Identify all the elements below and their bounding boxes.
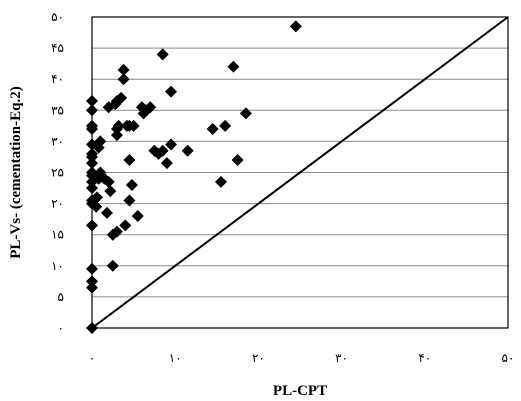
- x-tick-label: ٣٠: [335, 351, 348, 365]
- y-tick-label: ۵٠: [51, 10, 64, 24]
- y-tick-label: ٠: [58, 321, 64, 335]
- data-point: [127, 119, 140, 132]
- data-point: [86, 182, 98, 195]
- data-point: [112, 119, 125, 132]
- data-point: [86, 219, 98, 232]
- data-point: [115, 91, 128, 104]
- x-axis-tick-labels: ٠ ١٠ ٢٠ ٣٠ ۴٠ ۵٠: [89, 351, 515, 365]
- y-axis-title: PL-Vs- (cementation-Eq.2): [8, 86, 24, 258]
- data-point: [125, 178, 138, 191]
- data-point: [227, 60, 240, 73]
- data-point: [110, 129, 123, 142]
- data-point: [86, 262, 98, 275]
- x-axis-title: PL-CPT: [273, 383, 327, 399]
- data-point: [181, 144, 194, 157]
- data-point: [94, 135, 107, 148]
- y-tick-label: ۴٠: [51, 72, 64, 86]
- y-tick-label: ۴۵: [51, 41, 64, 55]
- reference-line-1-to-1: [91, 16, 509, 329]
- data-point: [156, 48, 169, 61]
- data-point: [160, 157, 173, 170]
- data-point: [100, 206, 113, 219]
- data-point: [86, 166, 98, 179]
- y-tick-label: ٢۵: [51, 166, 64, 180]
- data-point: [119, 219, 132, 232]
- data-point: [165, 85, 178, 98]
- data-point: [123, 194, 136, 207]
- data-point: [86, 119, 98, 132]
- y-tick-label: ١٠: [51, 259, 64, 273]
- data-point: [144, 101, 157, 114]
- data-point: [231, 154, 244, 167]
- data-point: [86, 94, 98, 107]
- y-axis-tick-labels: ٠ ۵ ١٠ ١۵ ٢٠ ٢۵ ٣٠ ٣۵ ۴٠ ۴۵ ۵٠: [51, 10, 64, 335]
- x-tick-label: ۵٠: [502, 351, 515, 365]
- data-point: [117, 73, 130, 86]
- data-point: [90, 200, 103, 213]
- data-point: [239, 107, 252, 120]
- data-point: [86, 104, 98, 117]
- data-point: [86, 281, 98, 294]
- x-tick-label: ١٠: [169, 351, 182, 365]
- data-point: [106, 259, 119, 272]
- data-point: [219, 119, 232, 132]
- data-point: [214, 175, 227, 188]
- data-point: [156, 144, 169, 157]
- y-tick-label: ٣۵: [51, 103, 64, 117]
- data-point: [117, 63, 130, 76]
- data-point: [86, 157, 98, 170]
- data-point: [123, 154, 136, 167]
- data-point: [289, 20, 302, 33]
- data-point: [165, 138, 178, 151]
- x-tick-label: ٠: [89, 351, 95, 365]
- data-point: [86, 275, 98, 288]
- data-point: [131, 210, 144, 223]
- data-point: [90, 191, 103, 204]
- y-tick-label: ١۵: [51, 228, 64, 242]
- y-tick-label: ٢٠: [51, 197, 64, 211]
- data-point: [86, 147, 98, 160]
- y-tick-label: ۵: [58, 290, 64, 304]
- data-point: [110, 225, 123, 238]
- data-point: [102, 175, 115, 188]
- data-point: [86, 322, 98, 334]
- data-point: [104, 185, 117, 198]
- x-tick-label: ۴٠: [418, 351, 431, 365]
- data-point: [206, 122, 219, 135]
- y-tick-label: ٣٠: [51, 134, 64, 148]
- data-points: [86, 20, 302, 334]
- x-tick-label: ٢٠: [252, 351, 265, 365]
